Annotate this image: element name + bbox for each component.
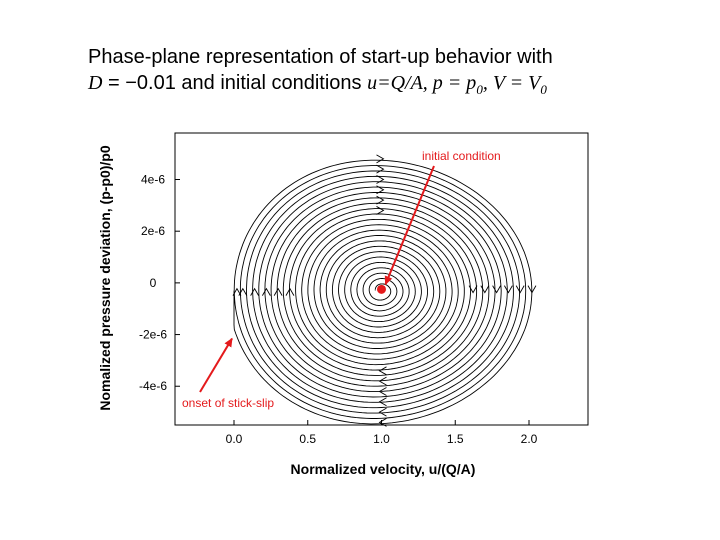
- title-sub-0: 0: [476, 82, 483, 97]
- direction-chevron: [238, 287, 248, 296]
- direction-chevron: [480, 285, 490, 294]
- y-tick-label: 2e-6: [141, 224, 165, 238]
- direction-chevron: [378, 387, 387, 396]
- x-tick-label: 0.5: [299, 432, 316, 446]
- direction-chevron: [376, 195, 385, 205]
- spiral-trajectory: [233, 159, 533, 425]
- y-tick-label: 4e-6: [141, 173, 165, 187]
- annotation-initial-condition: initial condition: [422, 149, 501, 163]
- direction-chevron: [492, 285, 502, 294]
- direction-arrows: [232, 154, 537, 427]
- title-line-1: Phase-plane representation of start-up b…: [88, 46, 553, 68]
- direction-chevron: [285, 287, 295, 296]
- x-tick-label: 2.0: [521, 432, 538, 446]
- annotations: initial condition onset of stick-slip: [182, 149, 501, 410]
- title-line-2: D = −0.01 and initial conditions u=Q/A, …: [88, 70, 708, 103]
- title-u-symbol: u: [367, 72, 378, 94]
- y-axis-ticks: 4e-6 2e-6 0 -2e-6 -4e-6: [139, 173, 180, 393]
- title-d-value: = −0.01 and initial conditions: [102, 72, 368, 94]
- direction-chevron: [527, 285, 537, 294]
- y-tick-label: -2e-6: [139, 328, 167, 342]
- x-axis-ticks: 0.0 0.5 1.0 1.5 2.0: [226, 420, 538, 446]
- direction-chevron: [250, 287, 259, 296]
- annotation-stick-slip: onset of stick-slip: [182, 396, 274, 410]
- direction-chevron: [376, 154, 385, 164]
- direction-chevron: [378, 376, 387, 386]
- direction-chevron: [261, 287, 271, 296]
- direction-chevron: [378, 418, 387, 427]
- direction-chevron: [376, 185, 385, 195]
- direction-chevron: [378, 397, 387, 407]
- direction-chevron: [504, 285, 513, 294]
- direction-chevron: [273, 287, 283, 296]
- chart-title: Phase-plane representation of start-up b…: [88, 44, 708, 103]
- direction-chevron: [376, 206, 385, 215]
- title-v-text: , V = V: [482, 72, 541, 94]
- x-tick-label: 1.0: [373, 432, 390, 446]
- y-tick-label: -4e-6: [139, 379, 167, 393]
- direction-chevron: [378, 407, 387, 417]
- x-tick-label: 0.0: [226, 432, 243, 446]
- direction-chevron: [515, 285, 525, 294]
- title-sub-0b: 0: [540, 82, 547, 97]
- direction-chevron: [378, 366, 387, 376]
- y-axis-label: Nomalized pressure deviation, (p-p0)/p0: [97, 145, 113, 410]
- direction-chevron: [468, 285, 478, 294]
- initial-condition-marker: [377, 284, 386, 294]
- x-axis-label: Normalized velocity, u/(Q/A): [291, 461, 476, 477]
- direction-chevron: [232, 287, 242, 296]
- arrow-initial-condition: [384, 165, 435, 286]
- direction-chevron: [376, 175, 385, 184]
- arrow-stick-slip: [199, 337, 233, 393]
- direction-chevron: [376, 164, 385, 174]
- x-tick-label: 1.5: [447, 432, 464, 446]
- title-qa-text: =Q/A, p = p: [377, 72, 477, 94]
- title-d-symbol: D: [88, 72, 103, 94]
- y-tick-label: 0: [150, 276, 157, 290]
